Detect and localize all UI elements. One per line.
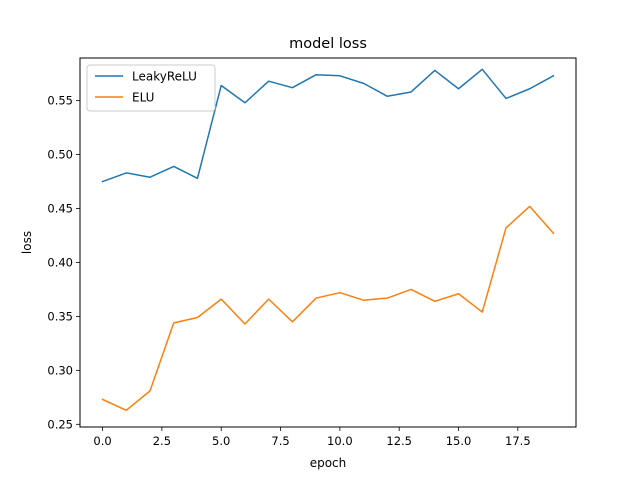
y-axis-ticks: 0.25 0.30 0.35 0.40 0.45 0.50 0.55 xyxy=(47,94,80,431)
y-axis-label: loss xyxy=(20,231,34,254)
y-tick-label: 0.35 xyxy=(47,309,73,323)
x-tick-label: 7.5 xyxy=(271,434,289,448)
x-axis-label: epoch xyxy=(310,456,347,470)
series-layer xyxy=(101,68,555,412)
y-tick-label: 0.25 xyxy=(47,417,73,431)
x-tick-label: 2.5 xyxy=(153,434,171,448)
legend: LeakyReLU ELU xyxy=(86,64,216,112)
legend-label-elu: ELU xyxy=(132,91,154,105)
x-tick-label: 12.5 xyxy=(386,434,412,448)
y-tick-label: 0.40 xyxy=(47,255,73,269)
y-tick-label: 0.45 xyxy=(47,202,73,216)
x-tick-label: 17.5 xyxy=(505,434,531,448)
legend-label-leakyrelu: LeakyReLU xyxy=(132,70,197,84)
series-line-leakyrelu xyxy=(101,68,555,183)
plot-frame xyxy=(79,57,577,428)
y-tick-label: 0.55 xyxy=(47,94,73,108)
x-tick-label: 0.0 xyxy=(93,434,111,448)
x-tick-label: 10.0 xyxy=(327,434,353,448)
series-line-elu xyxy=(101,205,555,412)
x-tick-label: 5.0 xyxy=(212,434,230,448)
y-tick-label: 0.30 xyxy=(47,363,73,377)
x-tick-label: 15.0 xyxy=(446,434,472,448)
y-tick-label: 0.50 xyxy=(47,148,73,162)
chart-title: model loss xyxy=(289,36,367,52)
x-axis-ticks: 0.0 2.5 5.0 7.5 10.0 12.5 15.0 17.5 xyxy=(93,427,531,448)
